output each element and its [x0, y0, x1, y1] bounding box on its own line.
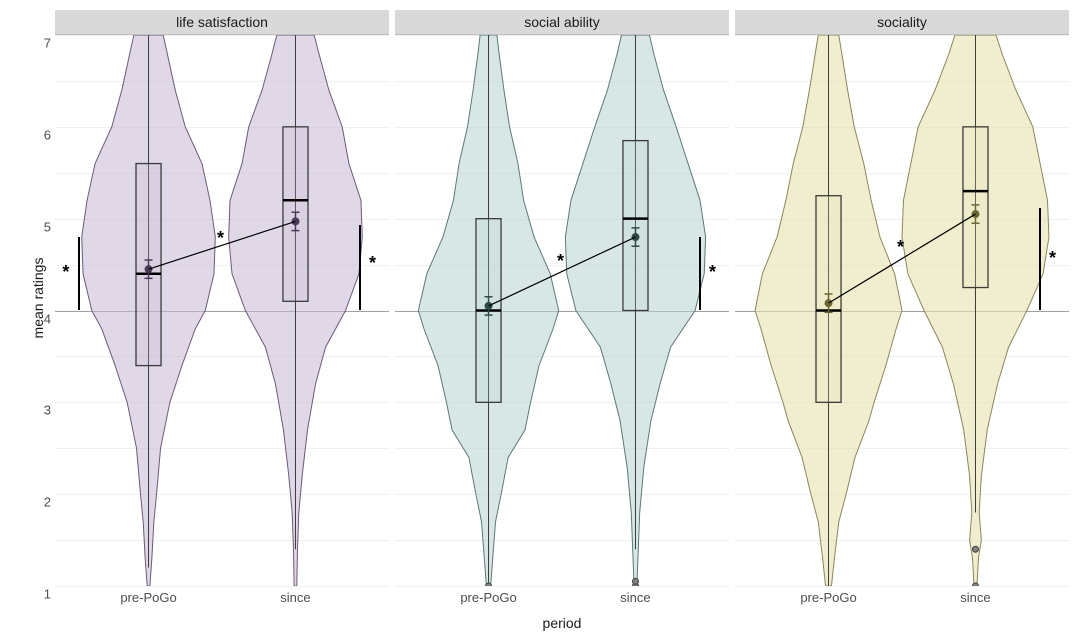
mean-marker — [145, 265, 153, 273]
x-axis-panel: pre-PoGo since — [735, 586, 1069, 631]
significance-star-icon: * — [369, 253, 376, 274]
x-axis-panel: pre-PoGo since — [55, 586, 389, 631]
y-tick: 2 — [44, 495, 51, 510]
panel-body: ** — [735, 35, 1069, 586]
significance-star-icon: * — [62, 262, 69, 283]
x-tick: since — [960, 590, 990, 605]
panel: sociality** — [735, 10, 1069, 586]
panel-strip: social ability — [395, 10, 729, 35]
panel: social ability** — [395, 10, 729, 586]
y-tick: 3 — [44, 403, 51, 418]
panel-strip: sociality — [735, 10, 1069, 35]
significance-star-icon: * — [897, 237, 904, 258]
x-tick: pre-PoGo — [120, 590, 176, 605]
panel: life satisfaction * * * — [55, 10, 389, 586]
y-axis: mean ratings 1234567 — [30, 10, 55, 586]
significance-star-icon: * — [557, 251, 564, 272]
x-tick: since — [280, 590, 310, 605]
panel-body: ** — [395, 35, 729, 586]
outlier-point — [632, 578, 638, 584]
panel-svg — [55, 35, 389, 586]
x-axis-label: period — [543, 615, 582, 631]
y-axis-label: mean ratings — [30, 258, 46, 339]
mean-marker — [485, 302, 493, 310]
significance-star-icon: * — [217, 228, 224, 249]
boxplot-box — [623, 141, 648, 311]
panel-body: * * * — [55, 35, 389, 586]
x-tick: pre-PoGo — [460, 590, 516, 605]
x-axis: pre-PoGosincepre-PoGosincepre-PoGosincep… — [55, 586, 1069, 631]
outlier-point — [972, 546, 978, 552]
significance-star-icon: * — [1049, 248, 1056, 269]
x-tick: since — [620, 590, 650, 605]
panel-svg — [395, 35, 729, 586]
y-tick: 4 — [44, 311, 51, 326]
plot-area: life satisfaction***social ability**soci… — [55, 10, 1069, 586]
x-tick: pre-PoGo — [800, 590, 856, 605]
y-tick: 1 — [44, 587, 51, 602]
y-tick: 5 — [44, 219, 51, 234]
y-tick: 7 — [44, 36, 51, 51]
y-tick: 6 — [44, 127, 51, 142]
significance-star-icon: * — [709, 262, 716, 283]
panel-svg — [735, 35, 1069, 586]
panel-strip: life satisfaction — [55, 10, 389, 35]
figure: mean ratings 1234567 life satisfaction**… — [0, 0, 1084, 641]
